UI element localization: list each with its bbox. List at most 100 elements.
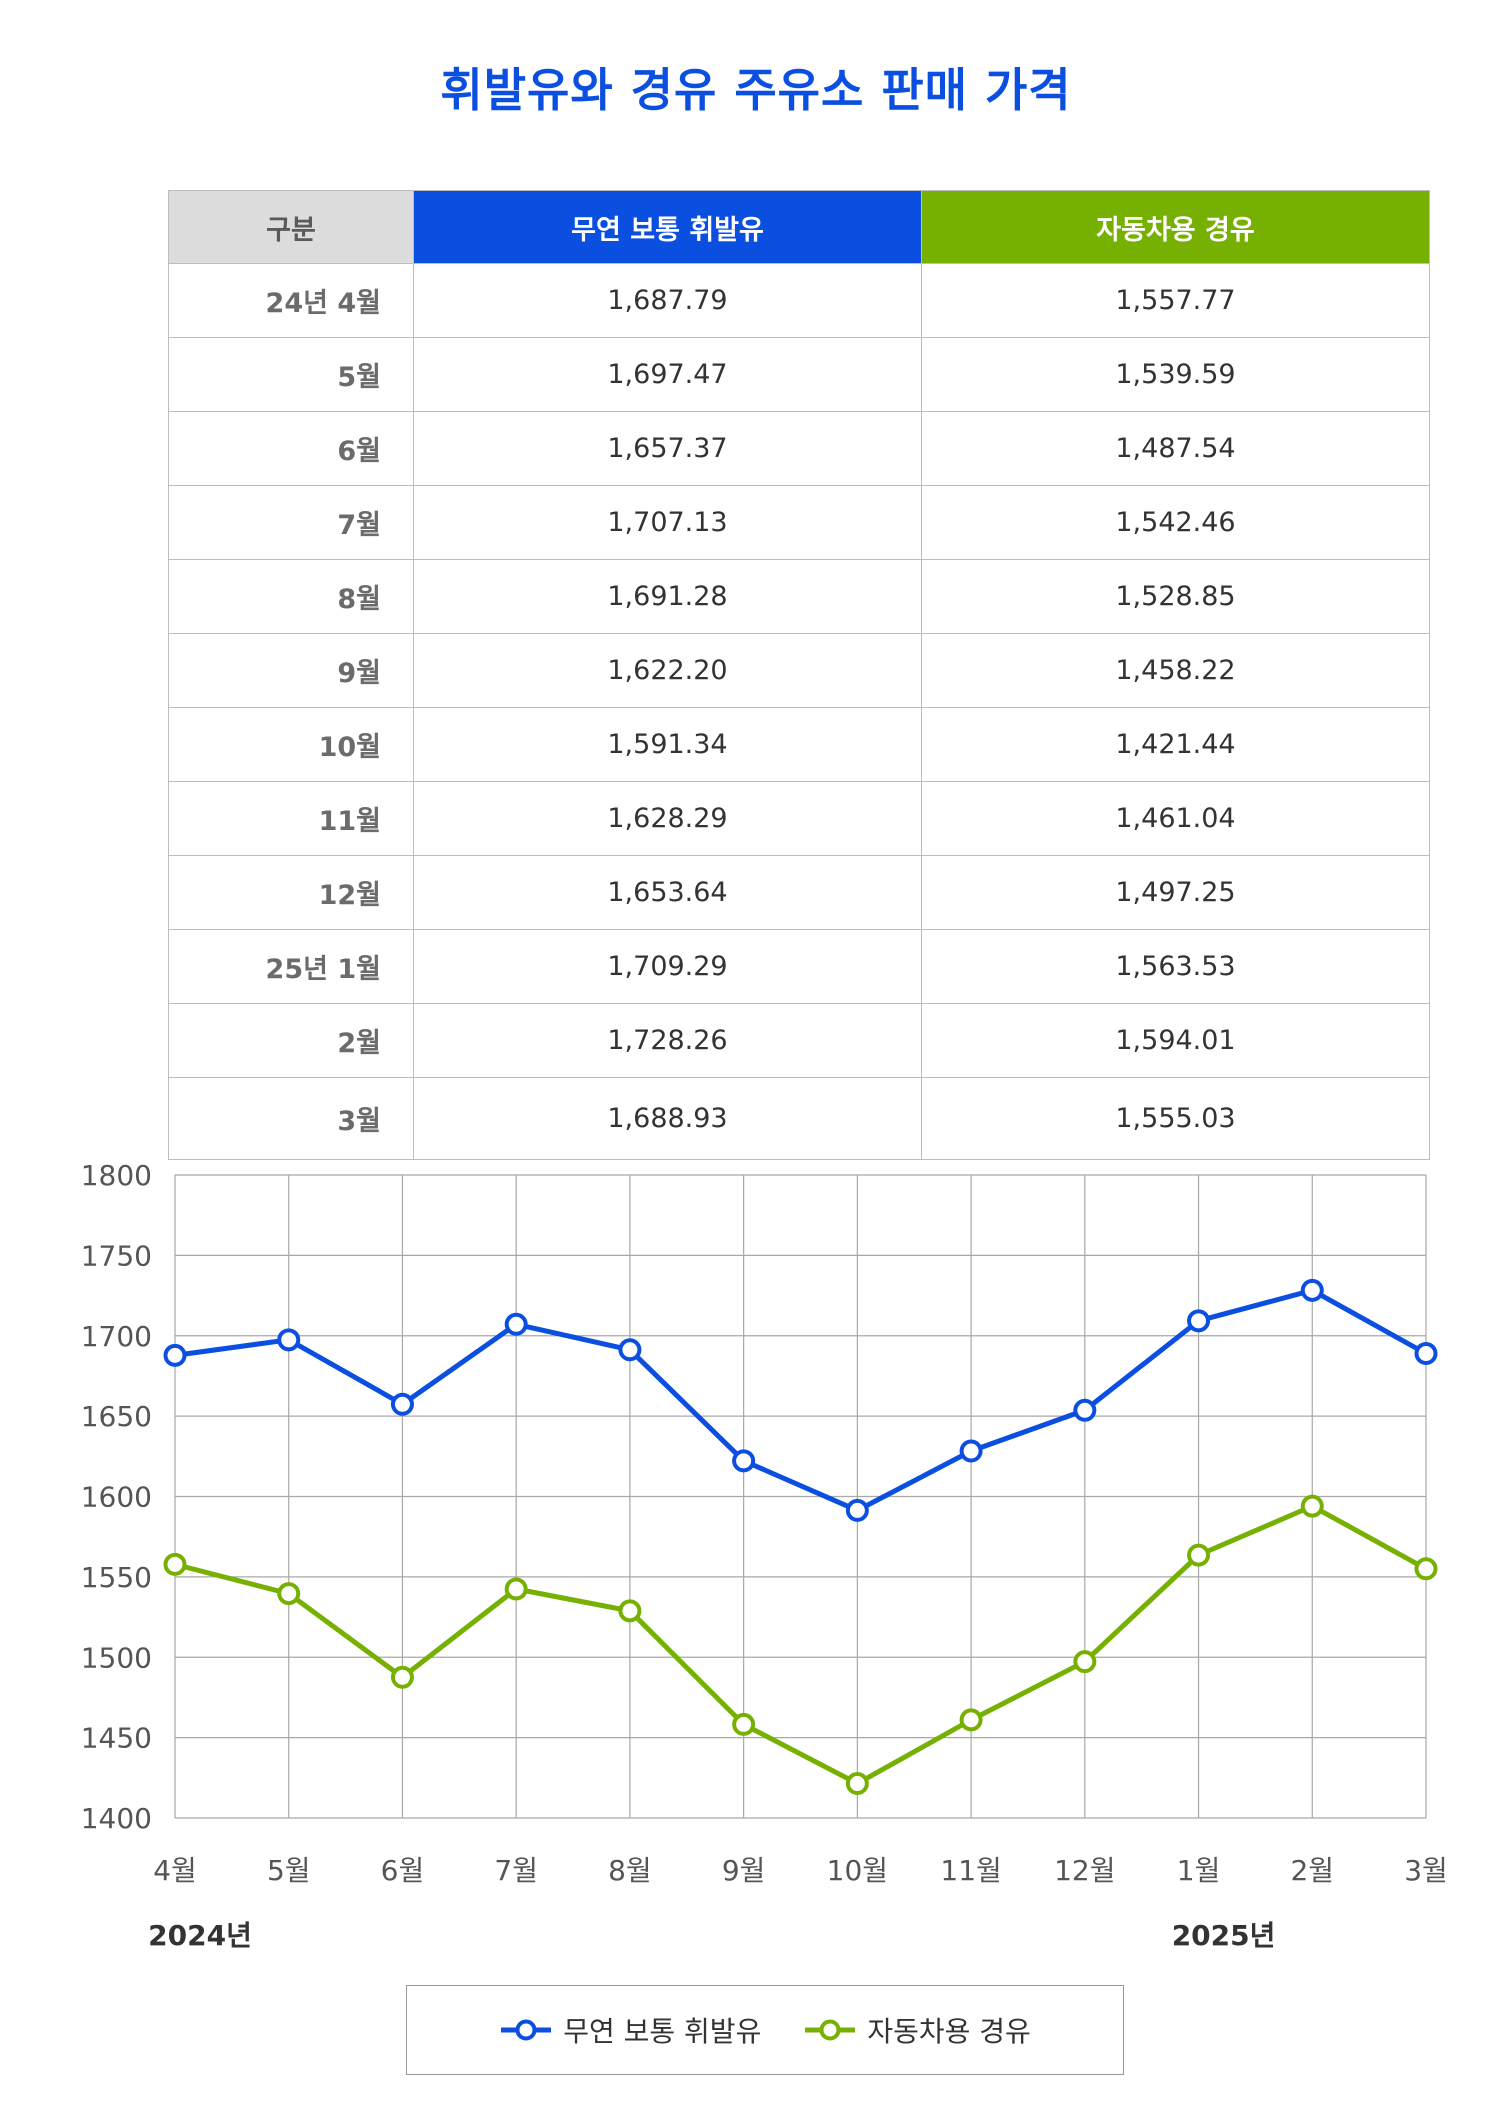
gasoline-line-marker-icon	[501, 2019, 552, 2041]
series-point-1	[959, 1708, 983, 1732]
diesel-line-marker-icon	[805, 2019, 856, 2041]
table-row: 7월 1,707.13 1,542.46	[168, 485, 1430, 560]
gasoline-cell: 1,653.64	[413, 855, 922, 930]
x-tick-label: 12월	[1054, 1854, 1115, 1887]
series-line-0	[174, 1287, 1428, 1513]
y-tick-label: 1550	[81, 1561, 152, 1594]
series-point-0	[845, 1498, 869, 1522]
series-point-1	[732, 1712, 756, 1736]
x-tick-label: 5월	[267, 1854, 311, 1887]
series-point-0	[1300, 1278, 1324, 1302]
x-tick-label: 8월	[608, 1854, 652, 1887]
gasoline-cell: 1,628.29	[413, 781, 922, 856]
chart-legend: 무연 보통 휘발유 자동차용 경유	[406, 1985, 1124, 2075]
x-tick-label: 1월	[1177, 1854, 1221, 1887]
legend-item-diesel: 자동차용 경유	[803, 2010, 1031, 2050]
series-point-1	[163, 1552, 187, 1576]
x-tick-label: 9월	[722, 1854, 766, 1887]
series-point-0	[390, 1392, 414, 1416]
row-month: 25년 1월	[168, 929, 414, 1004]
gasoline-cell: 1,728.26	[413, 1003, 922, 1078]
row-month: 6월	[168, 411, 414, 486]
series-point-0	[504, 1312, 528, 1336]
y-tick-label: 1500	[81, 1641, 152, 1674]
table-row: 2월 1,728.26 1,594.01	[168, 1003, 1430, 1078]
x-tick-label: 11월	[940, 1854, 1001, 1887]
series-point-1	[1187, 1543, 1211, 1567]
series-point-1	[1300, 1494, 1324, 1518]
legend-label-gasoline: 무연 보통 휘발유	[563, 2015, 762, 2048]
x-tick-label: 10월	[827, 1854, 888, 1887]
diesel-cell: 1,461.04	[921, 781, 1430, 856]
series-point-0	[1414, 1342, 1438, 1366]
table-row: 12월 1,653.64 1,497.25	[168, 855, 1430, 930]
gasoline-cell: 1,691.28	[413, 559, 922, 634]
header-label: 구분	[168, 190, 414, 264]
table-row: 5월 1,697.47 1,539.59	[168, 337, 1430, 412]
series-point-1	[390, 1665, 414, 1689]
gasoline-cell: 1,709.29	[413, 929, 922, 1004]
row-month: 8월	[168, 559, 414, 634]
x-tick-label: 7월	[494, 1854, 538, 1887]
diesel-cell: 1,557.77	[921, 263, 1430, 338]
row-month: 24년 4월	[168, 263, 414, 338]
series-line-1	[174, 1503, 1428, 1787]
diesel-cell: 1,497.25	[921, 855, 1430, 930]
table-row: 11월 1,628.29 1,461.04	[168, 781, 1430, 856]
y-tick-label: 1800	[81, 1159, 152, 1192]
row-month: 5월	[168, 337, 414, 412]
diesel-cell: 1,458.22	[921, 633, 1430, 708]
row-month: 3월	[168, 1077, 414, 1160]
price-table: 구분 무연 보통 휘발유 자동차용 경유 24년 4월 1,687.79 1,557…	[168, 190, 1430, 1160]
y-tick-label: 1600	[81, 1481, 152, 1514]
diesel-cell: 1,421.44	[921, 707, 1430, 782]
header-gasoline: 무연 보통 휘발유	[413, 190, 922, 264]
diesel-cell: 1,539.59	[921, 337, 1430, 412]
series-point-1	[1414, 1557, 1438, 1581]
header-diesel: 자동차용 경유	[921, 190, 1430, 264]
diesel-cell: 1,542.46	[921, 485, 1430, 560]
diesel-cell: 1,594.01	[921, 1003, 1430, 1078]
table-row: 10월 1,591.34 1,421.44	[168, 707, 1430, 782]
diesel-cell: 1,555.03	[921, 1077, 1430, 1160]
y-tick-label: 1700	[81, 1320, 152, 1353]
year-label: 2025년	[1172, 1919, 1276, 1952]
y-tick-label: 1450	[81, 1722, 152, 1755]
series-point-0	[1073, 1398, 1097, 1422]
table-row: 3월 1,688.93 1,555.03	[168, 1077, 1430, 1160]
gasoline-cell: 1,697.47	[413, 337, 922, 412]
table-header-row: 구분 무연 보통 휘발유 자동차용 경유	[168, 190, 1430, 264]
y-tick-label: 1750	[81, 1239, 152, 1272]
row-month: 12월	[168, 855, 414, 930]
x-tick-label: 3월	[1404, 1854, 1448, 1887]
series-point-1	[845, 1772, 869, 1796]
series-point-1	[504, 1577, 528, 1601]
series-point-0	[618, 1338, 642, 1362]
x-tick-label: 6월	[381, 1854, 425, 1887]
gasoline-cell: 1,622.20	[413, 633, 922, 708]
series-point-1	[1073, 1650, 1097, 1674]
legend-label-diesel: 자동차용 경유	[867, 2015, 1031, 2048]
table-row: 25년 1월 1,709.29 1,563.53	[168, 929, 1430, 1004]
legend-item-gasoline: 무연 보통 휘발유	[499, 2010, 761, 2050]
table-row: 24년 4월 1,687.79 1,557.77	[168, 263, 1430, 338]
series-point-1	[618, 1599, 642, 1623]
gasoline-cell: 1,657.37	[413, 411, 922, 486]
row-month: 11월	[168, 781, 414, 856]
diesel-cell: 1,487.54	[921, 411, 1430, 486]
gasoline-cell: 1,688.93	[413, 1077, 922, 1160]
gasoline-cell: 1,687.79	[413, 263, 922, 338]
row-month: 10월	[168, 707, 414, 782]
series-point-0	[163, 1343, 187, 1367]
table-row: 8월 1,691.28 1,528.85	[168, 559, 1430, 634]
x-tick-label: 4월	[153, 1854, 197, 1887]
row-month: 2월	[168, 1003, 414, 1078]
y-tick-label: 1400	[81, 1802, 152, 1835]
series-point-0	[732, 1449, 756, 1473]
table-row: 9월 1,622.20 1,458.22	[168, 633, 1430, 708]
gasoline-cell: 1,591.34	[413, 707, 922, 782]
row-month: 9월	[168, 633, 414, 708]
page-title: 휘발유와 경유 주유소 판매 가격	[440, 63, 1072, 117]
year-label: 2024년	[148, 1919, 252, 1952]
